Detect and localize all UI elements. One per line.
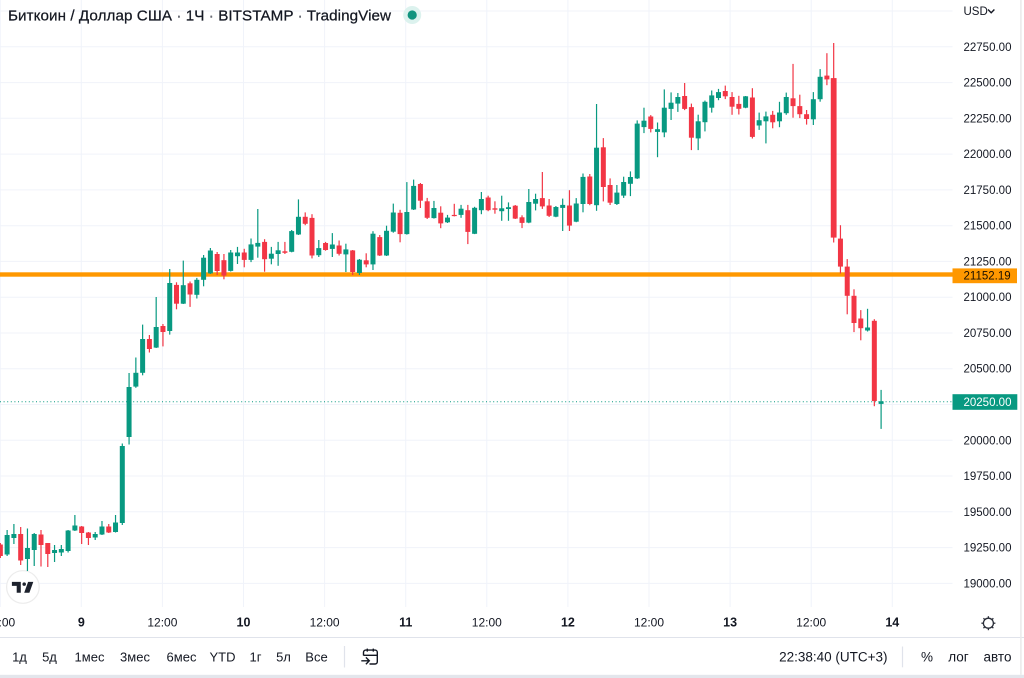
svg-text:19750.00: 19750.00 xyxy=(964,471,1012,483)
svg-text:11: 11 xyxy=(399,616,412,630)
svg-text:9: 9 xyxy=(78,616,85,630)
svg-text:12: 12 xyxy=(561,616,575,630)
svg-text:20750.00: 20750.00 xyxy=(964,328,1012,340)
svg-text:1д: 1д xyxy=(12,650,27,665)
svg-text:1г: 1г xyxy=(250,650,262,665)
svg-text:12:00: 12:00 xyxy=(0,616,16,630)
svg-text:22250.00: 22250.00 xyxy=(964,113,1012,125)
svg-text:Все: Все xyxy=(305,650,327,665)
svg-text:12:00: 12:00 xyxy=(472,616,502,630)
svg-text:20000.00: 20000.00 xyxy=(964,435,1012,447)
svg-text:6мес: 6мес xyxy=(167,650,197,665)
svg-text:20250.00: 20250.00 xyxy=(964,397,1012,409)
svg-text:3мес: 3мес xyxy=(120,650,150,665)
svg-text:14: 14 xyxy=(885,616,899,630)
svg-text:12:00: 12:00 xyxy=(796,616,826,630)
svg-text:12:00: 12:00 xyxy=(310,616,340,630)
svg-text:13: 13 xyxy=(723,616,737,630)
svg-text:12:00: 12:00 xyxy=(147,616,177,630)
svg-text:22750.00: 22750.00 xyxy=(964,42,1012,54)
svg-text:22500.00: 22500.00 xyxy=(964,78,1012,90)
svg-text:19250.00: 19250.00 xyxy=(964,543,1012,555)
svg-text:22000.00: 22000.00 xyxy=(964,149,1012,161)
svg-text:авто: авто xyxy=(984,650,1012,665)
svg-text:10: 10 xyxy=(237,616,251,630)
svg-text:19000.00: 19000.00 xyxy=(964,578,1012,590)
svg-text:USD: USD xyxy=(964,6,988,18)
svg-text:21152.19: 21152.19 xyxy=(964,271,1011,283)
svg-text:21000.00: 21000.00 xyxy=(964,292,1012,304)
svg-text:%: % xyxy=(921,650,933,665)
svg-text:5д: 5д xyxy=(42,650,57,665)
svg-text:21750.00: 21750.00 xyxy=(964,185,1012,197)
svg-text:20500.00: 20500.00 xyxy=(964,364,1012,376)
svg-text:Биткоин / Доллар США · 1Ч · BI: Биткоин / Доллар США · 1Ч · BITSTAMP · T… xyxy=(8,8,391,25)
svg-text:21500.00: 21500.00 xyxy=(964,221,1012,233)
svg-text:12:00: 12:00 xyxy=(634,616,664,630)
svg-text:5л: 5л xyxy=(276,650,291,665)
svg-text:22:38:40 (UTC+3): 22:38:40 (UTC+3) xyxy=(779,650,887,665)
svg-text:21250.00: 21250.00 xyxy=(964,256,1012,268)
svg-text:YTD: YTD xyxy=(210,650,236,665)
svg-text:19500.00: 19500.00 xyxy=(964,507,1012,519)
svg-text:1мес: 1мес xyxy=(75,650,105,665)
svg-text:лог: лог xyxy=(948,650,969,665)
